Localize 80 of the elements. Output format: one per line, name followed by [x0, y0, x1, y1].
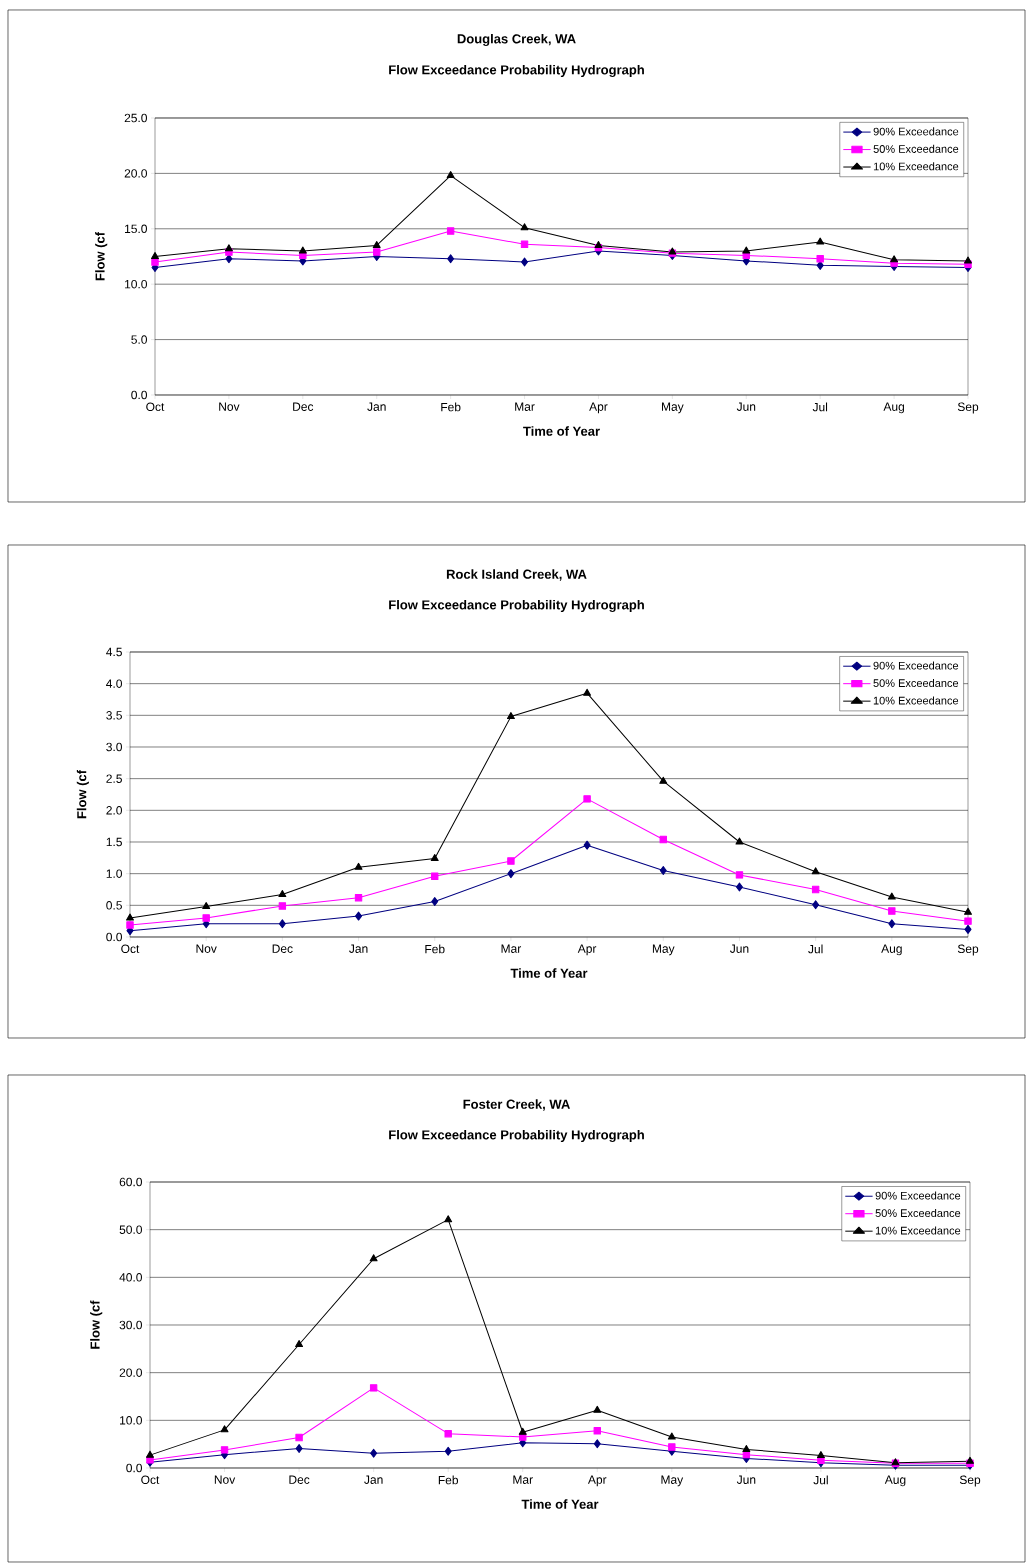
x-axis-title: Time of Year	[521, 1499, 599, 1509]
y-tick-label: 2.5	[106, 774, 122, 783]
chart-title: Rock Island Creek, WA	[446, 569, 587, 581]
x-tick-label: Mar	[501, 944, 522, 953]
x-tick-label: Sep	[959, 1475, 981, 1487]
y-tick-label: 0.0	[126, 1463, 143, 1473]
x-tick-label: Sep	[957, 402, 979, 414]
x-tick-label: Jun	[729, 944, 749, 953]
y-tick-label: 0.0	[106, 932, 123, 942]
y-tick-label: 3.5	[106, 711, 122, 720]
x-tick-label: Jun	[736, 402, 756, 411]
x-tick-label: Nov	[214, 1475, 236, 1484]
chart-title: Foster Creek, WA	[463, 1099, 570, 1111]
x-tick-label: Jan	[364, 1475, 383, 1484]
y-tick-label: 30.0	[119, 1320, 142, 1330]
x-tick-label: Jul	[812, 402, 828, 412]
legend-label: 50% Exceedance	[873, 144, 959, 153]
x-tick-label: Aug	[884, 1475, 906, 1487]
x-tick-label: May	[661, 1475, 684, 1487]
y-tick-label: 25.0	[124, 113, 147, 123]
chart-title: Douglas Creek, WA	[457, 33, 576, 47]
x-tick-label: Oct	[141, 1475, 160, 1485]
legend-label: 10% Exceedance	[875, 1226, 961, 1235]
x-tick-label: Mar	[515, 402, 535, 411]
y-tick-label: 60.0	[119, 1177, 142, 1187]
legend-label: 90% Exceedance	[873, 127, 959, 136]
x-tick-label: Dec	[272, 944, 293, 953]
y-tick-label: 50.0	[119, 1225, 142, 1234]
x-axis-title: Time of Year	[510, 968, 588, 978]
x-tick-label: Aug	[883, 402, 904, 414]
y-axis-title: Flow (cf	[76, 769, 89, 819]
x-tick-label: Feb	[438, 1475, 459, 1485]
x-tick-label: Oct	[121, 944, 140, 954]
x-tick-label: Jul	[808, 944, 823, 954]
legend-label: 90% Exceedance	[873, 661, 959, 670]
x-tick-label: Feb	[425, 944, 445, 954]
chart-subtitle: Flow Exceedance Probability Hydrograph	[389, 64, 644, 78]
chart-subtitle: Flow Exceedance Probability Hydrograph	[389, 599, 644, 613]
legend-label: 10% Exceedance	[873, 162, 959, 171]
y-tick-label: 5.0	[131, 335, 147, 344]
x-tick-label: Feb	[441, 402, 461, 412]
y-axis-title: Flow (cf	[90, 1300, 103, 1349]
x-tick-label: Oct	[146, 402, 165, 412]
chart-subtitle: Flow Exceedance Probability Hydrograph	[389, 1129, 644, 1143]
y-tick-label: 20.0	[119, 1368, 142, 1377]
legend-label: 90% Exceedance	[875, 1191, 961, 1200]
x-tick-label: Sep	[957, 944, 979, 956]
x-tick-label: Nov	[196, 944, 217, 953]
y-tick-label: 2.0	[106, 806, 123, 815]
legend-label: 10% Exceedance	[873, 696, 959, 705]
x-tick-label: Apr	[577, 944, 597, 956]
y-tick-label: 40.0	[119, 1273, 142, 1282]
y-tick-label: 4.5	[106, 647, 122, 657]
y-tick-label: 3.0	[106, 742, 123, 752]
legend-label: 50% Exceedance	[873, 678, 959, 688]
legend-label: 50% Exceedance	[875, 1208, 961, 1218]
y-tick-label: 10.0	[125, 279, 147, 289]
y-tick-label: 0.5	[106, 901, 122, 910]
x-tick-label: Jun	[736, 1475, 756, 1484]
y-tick-label: 10.0	[120, 1416, 142, 1425]
x-tick-label: Mar	[513, 1475, 533, 1484]
x-tick-label: Aug	[881, 944, 902, 956]
x-tick-label: Dec	[293, 402, 314, 411]
x-tick-label: Jan	[367, 402, 386, 411]
x-tick-label: Apr	[587, 1475, 607, 1487]
y-tick-label: 15.0	[125, 224, 147, 234]
y-tick-label: 1.5	[106, 837, 122, 847]
x-tick-label: May	[662, 402, 684, 414]
x-tick-label: Dec	[289, 1475, 310, 1484]
x-tick-label: Jan	[349, 944, 368, 953]
y-tick-label: 4.0	[106, 679, 123, 688]
y-tick-label: 20.0	[124, 169, 147, 178]
x-tick-label: Jul	[813, 1475, 828, 1485]
x-tick-label: Nov	[219, 402, 240, 411]
y-tick-label: 0.0	[131, 390, 147, 400]
y-axis-title: Flow (cf	[95, 231, 108, 281]
x-axis-title: Time of Year	[523, 426, 600, 436]
y-tick-label: 1.0	[106, 869, 123, 878]
x-tick-label: May	[652, 944, 675, 956]
x-tick-label: Apr	[589, 402, 608, 414]
